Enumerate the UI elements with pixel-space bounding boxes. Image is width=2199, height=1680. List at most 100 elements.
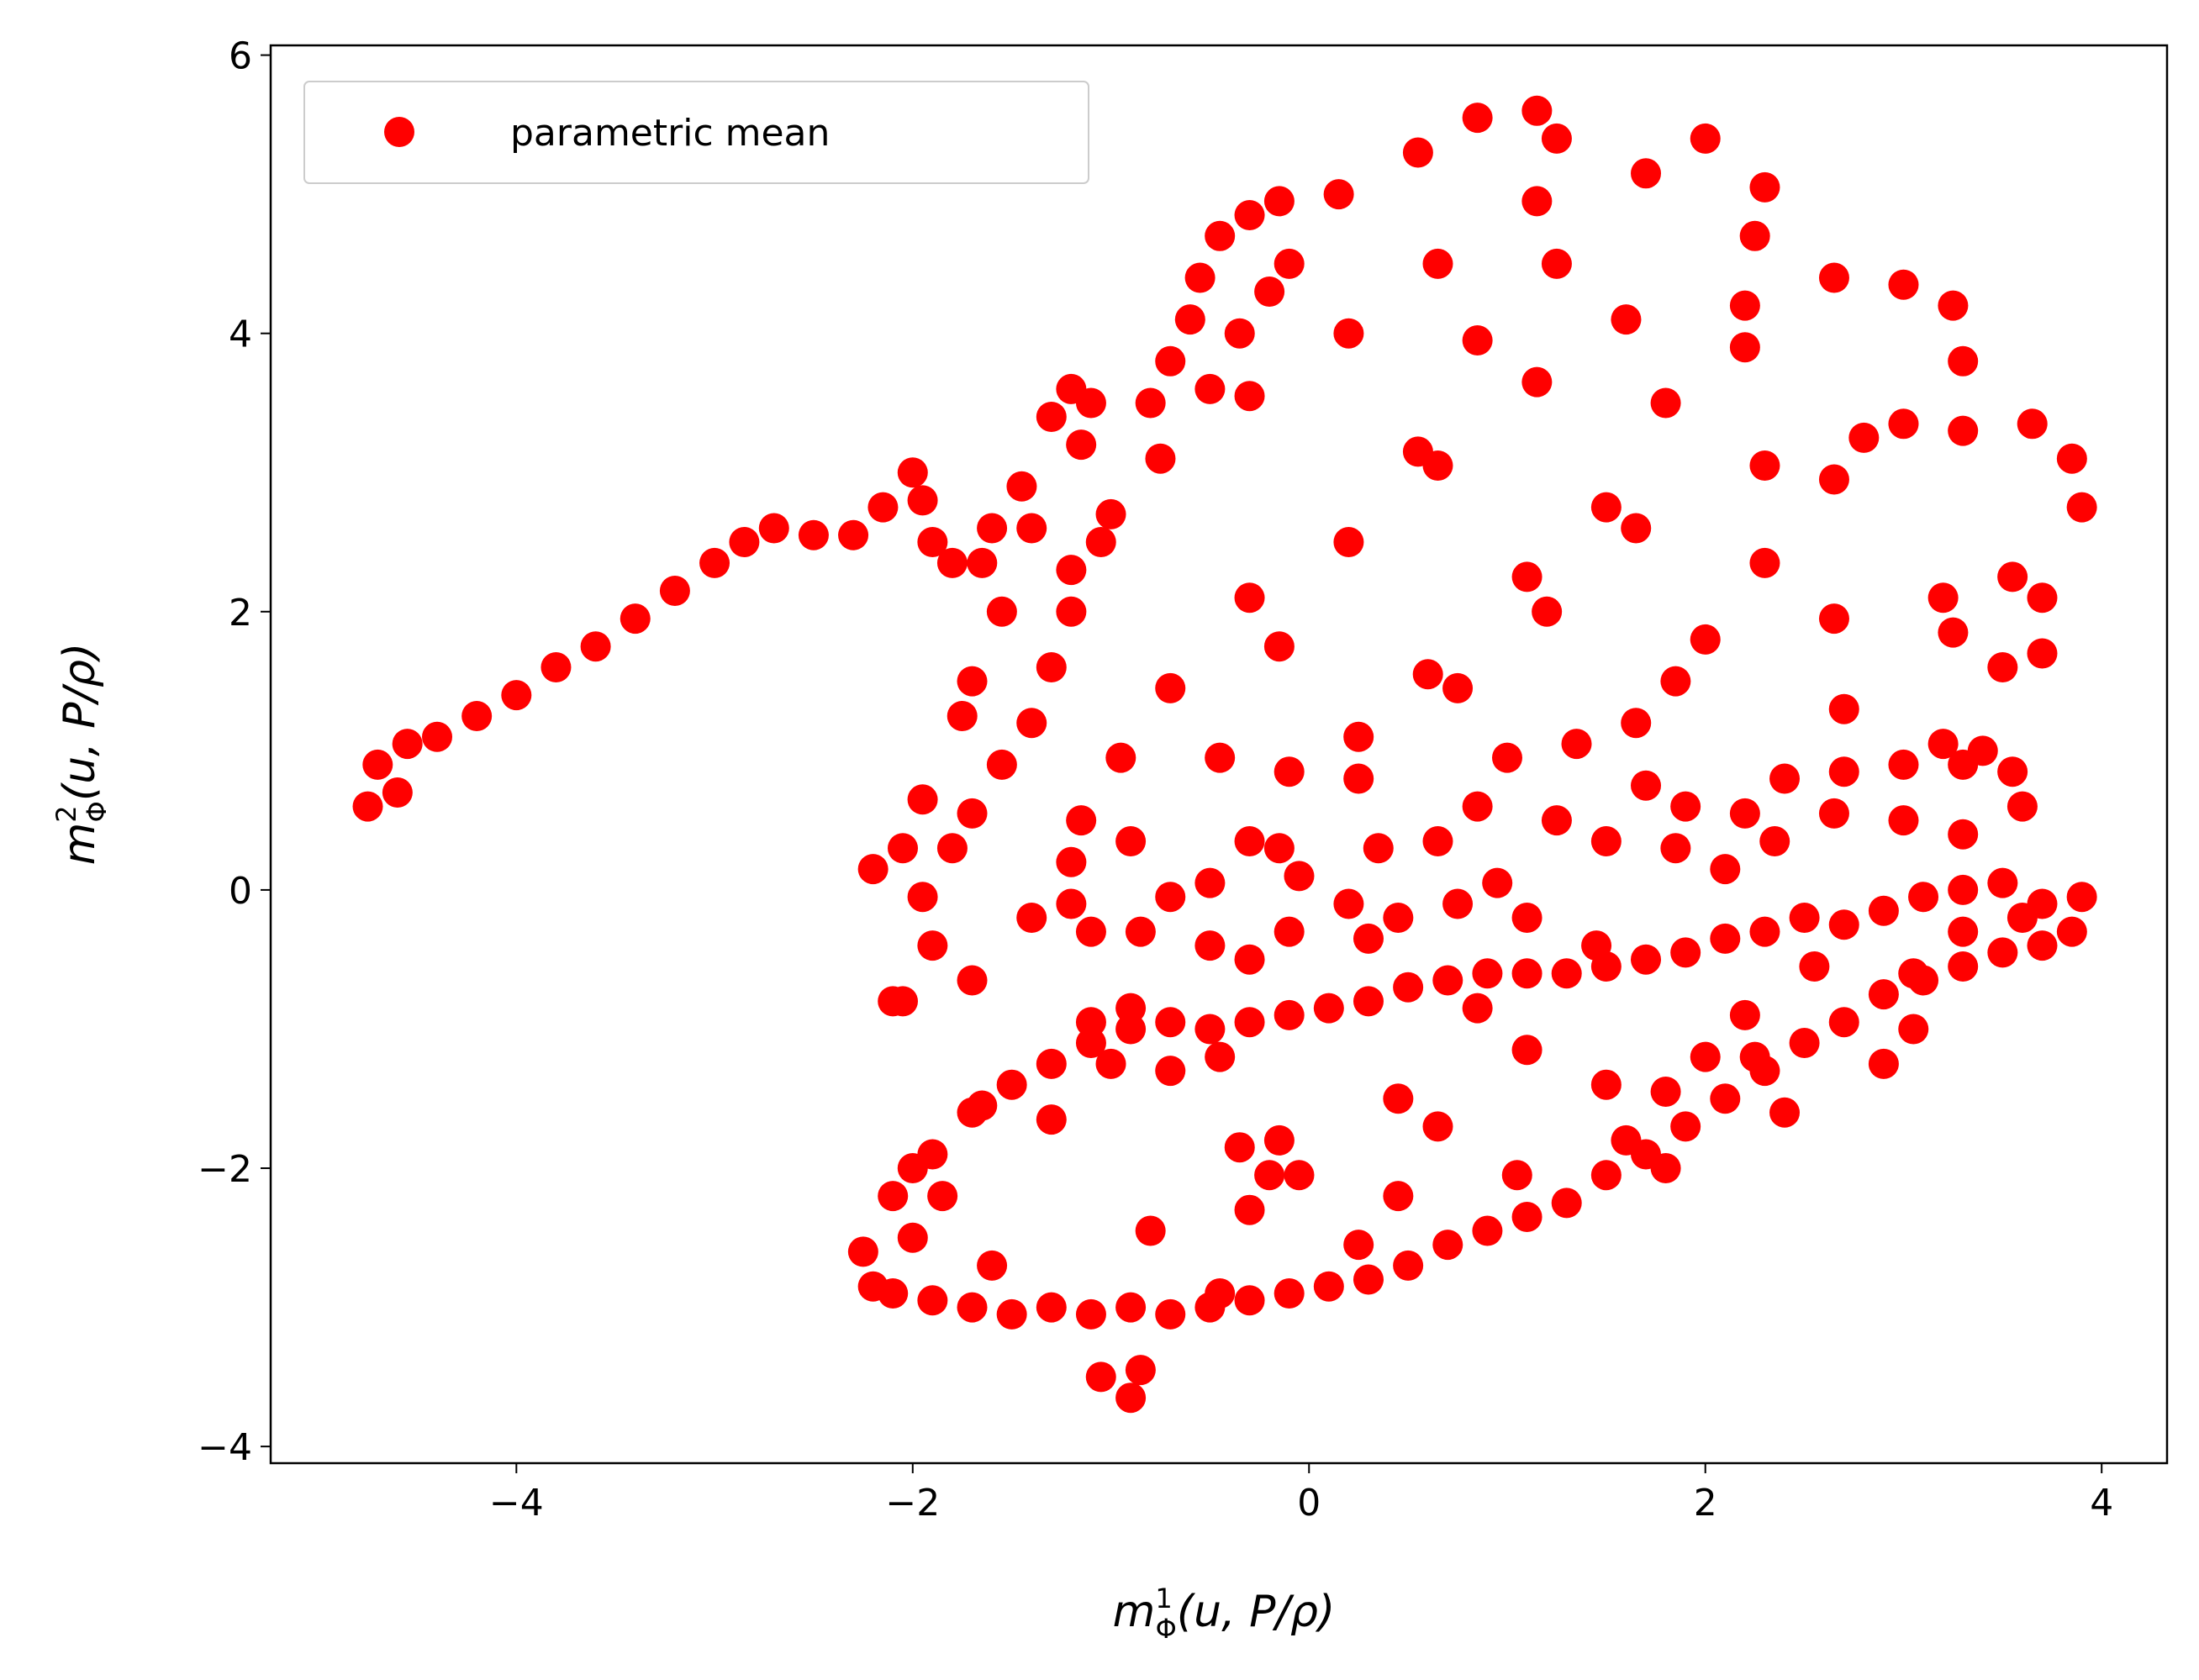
point bbox=[1313, 1271, 1344, 1302]
point bbox=[1422, 450, 1453, 481]
point bbox=[352, 791, 383, 822]
point bbox=[1491, 742, 1522, 773]
point bbox=[897, 457, 928, 488]
point bbox=[1590, 825, 1622, 856]
point bbox=[1987, 652, 2018, 683]
point bbox=[1631, 158, 1662, 189]
x-tick-label: 4 bbox=[2090, 1482, 2113, 1525]
point bbox=[1660, 833, 1691, 864]
point bbox=[1205, 1278, 1236, 1309]
point bbox=[1066, 429, 1097, 461]
point bbox=[1650, 1076, 1681, 1107]
point bbox=[1234, 1194, 1265, 1225]
point bbox=[1818, 798, 1849, 829]
point bbox=[1125, 916, 1156, 947]
point bbox=[1135, 1215, 1166, 1246]
point bbox=[1353, 923, 1384, 954]
point bbox=[1274, 916, 1305, 947]
point bbox=[1948, 819, 1979, 850]
point bbox=[1590, 1069, 1622, 1100]
point bbox=[1621, 513, 1652, 544]
point bbox=[1383, 1083, 1414, 1114]
point bbox=[1383, 903, 1414, 934]
point bbox=[1115, 1382, 1147, 1414]
point bbox=[1313, 993, 1344, 1024]
point bbox=[1898, 958, 1929, 989]
point bbox=[2066, 492, 2097, 523]
point bbox=[1482, 867, 1513, 898]
point bbox=[1631, 770, 1662, 801]
point bbox=[1125, 1355, 1156, 1386]
point bbox=[1690, 123, 1721, 154]
point bbox=[1155, 882, 1186, 913]
point bbox=[1115, 993, 1147, 1024]
point bbox=[1710, 854, 1741, 885]
point bbox=[1194, 867, 1226, 898]
legend: parametric mean bbox=[303, 81, 1089, 184]
point bbox=[1501, 1160, 1532, 1191]
point bbox=[501, 680, 532, 711]
point bbox=[1234, 381, 1265, 412]
legend-box bbox=[303, 81, 1089, 184]
point bbox=[1749, 450, 1780, 481]
point bbox=[1393, 1250, 1424, 1281]
point bbox=[977, 1250, 1008, 1281]
point bbox=[1799, 951, 1830, 982]
point bbox=[857, 854, 889, 885]
point bbox=[1590, 1160, 1622, 1191]
point bbox=[1274, 248, 1305, 279]
point bbox=[1036, 1048, 1067, 1079]
point bbox=[1194, 930, 1226, 961]
point bbox=[1205, 742, 1236, 773]
point bbox=[1690, 624, 1721, 655]
point bbox=[1234, 944, 1265, 975]
point bbox=[1036, 1104, 1067, 1135]
point bbox=[1205, 220, 1236, 251]
point bbox=[1353, 986, 1384, 1017]
point bbox=[1769, 1097, 1801, 1128]
point bbox=[1729, 290, 1760, 321]
point bbox=[1274, 999, 1305, 1030]
point bbox=[1868, 1048, 1899, 1079]
point bbox=[1938, 617, 1969, 648]
point bbox=[1155, 1056, 1186, 1087]
point bbox=[1016, 513, 1047, 544]
point bbox=[1056, 596, 1087, 627]
point bbox=[1184, 262, 1216, 293]
point bbox=[1511, 903, 1542, 934]
point bbox=[699, 547, 730, 578]
y-tick-label: 0 bbox=[229, 870, 252, 913]
point bbox=[1670, 937, 1701, 968]
point bbox=[1115, 1014, 1147, 1045]
point bbox=[1710, 1083, 1741, 1114]
point bbox=[1472, 958, 1503, 989]
point bbox=[1521, 366, 1553, 398]
point bbox=[1234, 199, 1265, 230]
point bbox=[1095, 498, 1126, 529]
point bbox=[1511, 561, 1542, 592]
point bbox=[1660, 666, 1691, 697]
y-tick-label: −2 bbox=[198, 1148, 252, 1191]
point bbox=[1234, 1285, 1265, 1316]
point bbox=[1263, 1124, 1295, 1156]
point bbox=[1650, 1153, 1681, 1184]
point bbox=[927, 1181, 958, 1212]
point bbox=[1343, 1230, 1374, 1261]
point bbox=[461, 700, 493, 731]
point bbox=[1532, 596, 1563, 627]
point bbox=[1729, 332, 1760, 363]
point bbox=[620, 603, 651, 635]
x-axis-label: m1 Φ(u, P/ρ) bbox=[1113, 1583, 1336, 1645]
point bbox=[1541, 123, 1572, 154]
point bbox=[1333, 527, 1364, 558]
point bbox=[1174, 304, 1205, 335]
point bbox=[1868, 895, 1899, 926]
point bbox=[2007, 791, 2038, 822]
point bbox=[838, 519, 869, 550]
point bbox=[897, 1153, 928, 1184]
point bbox=[1948, 345, 1979, 377]
point bbox=[1234, 825, 1265, 856]
point bbox=[1155, 345, 1186, 377]
point bbox=[1462, 103, 1493, 134]
point bbox=[1710, 923, 1741, 954]
